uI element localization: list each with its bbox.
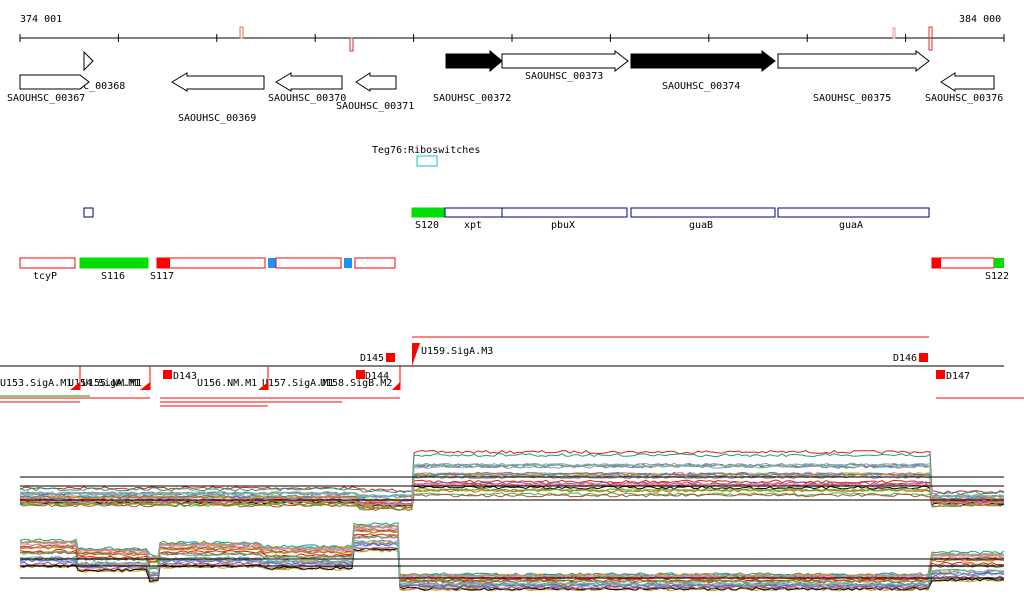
expression-trace — [19, 463, 1005, 498]
expression-trace — [19, 535, 1005, 584]
expression-trace — [19, 449, 1005, 495]
gene-track: SAOUHSC_00368 SAOUHSC_00367 SAOUHSC_0036… — [7, 49, 1003, 124]
expression-trace — [19, 487, 1005, 509]
expression-trace — [19, 471, 1005, 502]
label-D144: D144 — [365, 371, 389, 382]
gene-SAOUHSC_00367[interactable]: SAOUHSC_00367 — [7, 74, 90, 104]
segment-S122-green — [994, 258, 1004, 268]
label-D147: D147 — [946, 371, 970, 382]
label-U154: U154.SigA.M1 — [68, 378, 140, 389]
label-xpt: xpt — [464, 220, 482, 231]
expression-trace — [19, 548, 1005, 592]
label-S120: S120 — [415, 220, 439, 231]
gene-label-00375: SAOUHSC_00375 — [813, 93, 891, 104]
segment-tcyP[interactable] — [19, 257, 76, 269]
label-U153: U153.SigA.M1 — [0, 378, 72, 389]
gene-SAOUHSC_00376[interactable]: SAOUHSC_00376 — [925, 72, 1003, 104]
label-guaA: guaA — [839, 220, 863, 231]
segment-S122[interactable] — [931, 257, 995, 269]
label-S122: S122 — [985, 271, 1009, 282]
gene-label-00369: SAOUHSC_00369 — [178, 113, 256, 124]
label-pbuX: pbuX — [551, 220, 575, 231]
label-S116: S116 — [101, 271, 125, 282]
gene-label-00376: SAOUHSC_00376 — [925, 93, 1003, 104]
expression-trace — [19, 522, 1005, 577]
gene-SAOUHSC_00370[interactable]: SAOUHSC_00370 — [268, 72, 346, 104]
expression-trace — [19, 493, 1005, 512]
label-guaB: guaB — [689, 220, 713, 231]
operon-guaB[interactable] — [630, 207, 776, 218]
gene-label-00367: SAOUHSC_00367 — [7, 93, 85, 104]
expression-trace — [19, 462, 1005, 498]
expression-trace — [19, 524, 1005, 578]
segment-red-2[interactable] — [275, 257, 342, 269]
label-S117: S117 — [150, 271, 174, 282]
label-tcyP: tcyP — [33, 271, 57, 282]
gene-label-00368: SAOUHSC_00368 — [47, 81, 125, 92]
expression-trace — [19, 473, 1005, 503]
segment-S122-start — [932, 258, 941, 268]
segment-track: tcyP S116 S117 S122 — [19, 257, 1009, 282]
gene-SAOUHSC_00375[interactable]: SAOUHSC_00375 — [777, 49, 930, 104]
label-D143: D143 — [173, 371, 197, 382]
expression-trace — [19, 482, 1004, 507]
riboswitch-label: Teg76:Riboswitches — [372, 145, 480, 156]
label-U155: U155.NM.M1 — [82, 378, 142, 389]
coordinate-ruler: 374 001 384 000 — [19, 14, 1005, 52]
expression-trace — [19, 524, 1005, 578]
gene-SAOUHSC_00368[interactable]: SAOUHSC_00368 — [47, 50, 125, 92]
blue-marker-1 — [268, 258, 276, 268]
segment-S120[interactable] — [411, 207, 446, 218]
small-blue-box[interactable] — [83, 207, 94, 218]
riboswitch-feature[interactable]: Teg76:Riboswitches — [372, 145, 480, 167]
expression-trace — [19, 524, 1005, 578]
label-U156: U156.NM.M1 — [197, 378, 257, 389]
expression-profiles-1 — [19, 449, 1005, 512]
gene-SAOUHSC_00369[interactable]: SAOUHSC_00369 — [171, 72, 265, 124]
expression-profiles-2 — [19, 522, 1005, 592]
label-U159: U159.SigA.M3 — [421, 346, 493, 357]
segment-S117-start — [157, 258, 170, 268]
expression-trace — [19, 524, 1005, 578]
expression-trace — [19, 473, 1005, 503]
operon-guaA[interactable] — [777, 207, 930, 218]
expression-trace — [19, 453, 1005, 496]
gene-label-00372: SAOUHSC_00372 — [433, 93, 511, 104]
axis-start-label: 374 001 — [20, 14, 62, 25]
segment-red-3[interactable] — [354, 257, 396, 269]
label-U157: U157.SigA.M1 — [262, 378, 334, 389]
promoter-track: D145 U159.SigA.M3 D146 D143 D144 D147 U1… — [0, 336, 1024, 407]
operon-track: S120 xpt pbuX guaB guaA — [83, 207, 930, 231]
expression-trace — [19, 545, 1005, 590]
gene-label-00374: SAOUHSC_00374 — [662, 81, 740, 92]
segment-S117[interactable] — [156, 257, 266, 269]
operon-xpt[interactable] — [444, 207, 503, 218]
label-U158: U158.SigB.M2 — [320, 378, 392, 389]
axis-end-label: 384 000 — [959, 14, 1001, 25]
gene-label-00371: SAOUHSC_00371 — [336, 101, 414, 112]
blue-marker-2 — [344, 258, 352, 268]
expression-trace — [19, 492, 1005, 511]
gene-SAOUHSC_00373[interactable]: SAOUHSC_00373 — [501, 49, 629, 82]
gene-SAOUHSC_00374[interactable]: SAOUHSC_00374 — [630, 49, 776, 92]
label-D146: D146 — [893, 353, 917, 364]
label-D145: D145 — [360, 353, 384, 364]
expression-trace — [19, 533, 1005, 583]
gene-SAOUHSC_00372[interactable]: SAOUHSC_00372 — [433, 49, 511, 104]
segment-S116[interactable] — [79, 257, 149, 269]
gene-SAOUHSC_00371[interactable]: SAOUHSC_00371 — [336, 72, 414, 112]
gene-label-00373: SAOUHSC_00373 — [525, 71, 603, 82]
operon-pbuX[interactable] — [501, 207, 628, 218]
gene-label-00370: SAOUHSC_00370 — [268, 93, 346, 104]
